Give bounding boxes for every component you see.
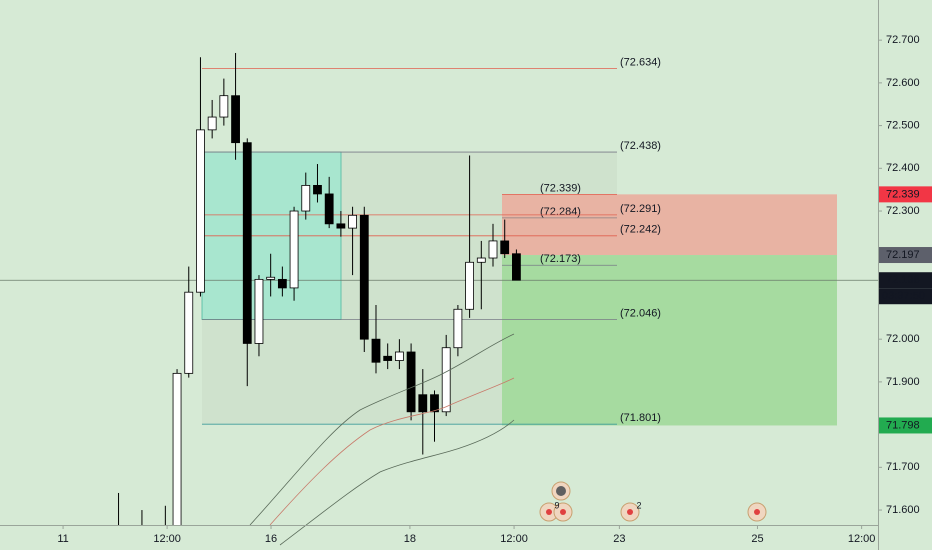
candle-body xyxy=(277,278,287,289)
y-tick-label: 72.000 xyxy=(886,333,920,345)
moving-average xyxy=(249,333,515,526)
candle-body xyxy=(465,261,475,310)
y-tick-label: 72.400 xyxy=(886,162,920,174)
candle-body xyxy=(488,240,498,259)
candle-body xyxy=(348,214,357,229)
candle-body xyxy=(336,223,346,229)
candle-body xyxy=(219,95,229,118)
x-tick-label: 18 xyxy=(404,533,416,545)
event-icon-dot xyxy=(754,509,760,515)
x-tick-label: 11 xyxy=(57,533,68,545)
x-tick-label: 16 xyxy=(265,533,277,545)
candle-body xyxy=(289,210,299,289)
event-count: 9 xyxy=(554,500,559,510)
y-tick-label: 71.600 xyxy=(886,504,920,516)
price-marker-label: 72.339 xyxy=(886,188,920,200)
event-icon-dot xyxy=(627,509,633,515)
price-marker xyxy=(879,247,932,264)
target-zone xyxy=(502,255,837,426)
candle-body xyxy=(383,355,393,361)
y-tick-label: 72.500 xyxy=(886,119,920,131)
candle-body xyxy=(394,351,404,361)
level-label: (72.284) xyxy=(540,206,581,218)
x-tick-label: 25 xyxy=(751,533,763,545)
price-marker xyxy=(879,272,932,289)
moving-average xyxy=(279,419,515,546)
price-marker-label: 72.197 xyxy=(886,249,920,261)
y-tick-label: 72.300 xyxy=(886,205,920,217)
stop-zone xyxy=(502,194,837,256)
x-tick-label: 12:00 xyxy=(500,533,528,545)
price-marker-label: 71.798 xyxy=(886,419,920,431)
plot-area: (72.634) (72.438) (72.339) (72.284) (72.291)… xyxy=(0,52,878,525)
candle-body xyxy=(476,257,486,263)
candle-body xyxy=(453,308,463,349)
candle-body xyxy=(313,184,322,195)
candle-body xyxy=(512,253,521,281)
y-tick-label: 71.900 xyxy=(886,376,920,388)
level-label: (72.339) xyxy=(540,182,581,194)
candle-body xyxy=(441,347,451,413)
level-label: (72.046) xyxy=(620,307,661,319)
candle-body xyxy=(231,95,240,144)
level-label: (71.801) xyxy=(620,412,661,424)
countdown-box xyxy=(879,288,932,305)
countdown: 03:37:50 xyxy=(882,290,925,302)
x-tick-label: 12:00 xyxy=(153,533,181,545)
y-tick-label: 72.700 xyxy=(886,34,920,46)
candle-body xyxy=(418,394,428,413)
candle-body xyxy=(207,116,217,131)
candle-body xyxy=(196,129,205,293)
event-icon-dot xyxy=(556,486,566,496)
price-marker-label: 72.138 xyxy=(886,274,920,286)
candle-body xyxy=(184,291,194,374)
candle-body xyxy=(172,372,182,525)
candle-body xyxy=(430,394,439,413)
price-marker xyxy=(879,186,932,203)
axes: 71.60071.70071.80071.90072.00072.10072.2… xyxy=(57,34,932,545)
y-tick-label: 72.600 xyxy=(886,77,920,89)
event-icons: 9 2 xyxy=(539,481,767,522)
price-marker xyxy=(879,417,932,434)
event-icon-dot xyxy=(560,509,566,515)
candle-body xyxy=(301,184,311,212)
candle-body xyxy=(266,276,276,280)
event-icon-dot xyxy=(546,509,552,515)
level-label: (72.291) xyxy=(620,203,661,215)
x-tick-label: 12:00 xyxy=(848,533,876,545)
moving-average xyxy=(269,377,515,526)
candle-body xyxy=(359,214,369,340)
y-tick-label: 71.700 xyxy=(886,461,920,473)
candle-body xyxy=(371,338,381,363)
level-label: (72.438) xyxy=(620,140,661,152)
x-tick-label: 23 xyxy=(613,533,625,545)
candle-body xyxy=(500,240,510,255)
level-label: (72.634) xyxy=(620,56,661,68)
candle-body xyxy=(324,193,334,225)
candle-body xyxy=(406,351,416,413)
level-label: (72.173) xyxy=(540,253,581,265)
candle-body xyxy=(242,142,252,344)
candle-body xyxy=(254,278,264,344)
level-label: (72.242) xyxy=(620,224,661,236)
event-count: 2 xyxy=(636,500,641,510)
